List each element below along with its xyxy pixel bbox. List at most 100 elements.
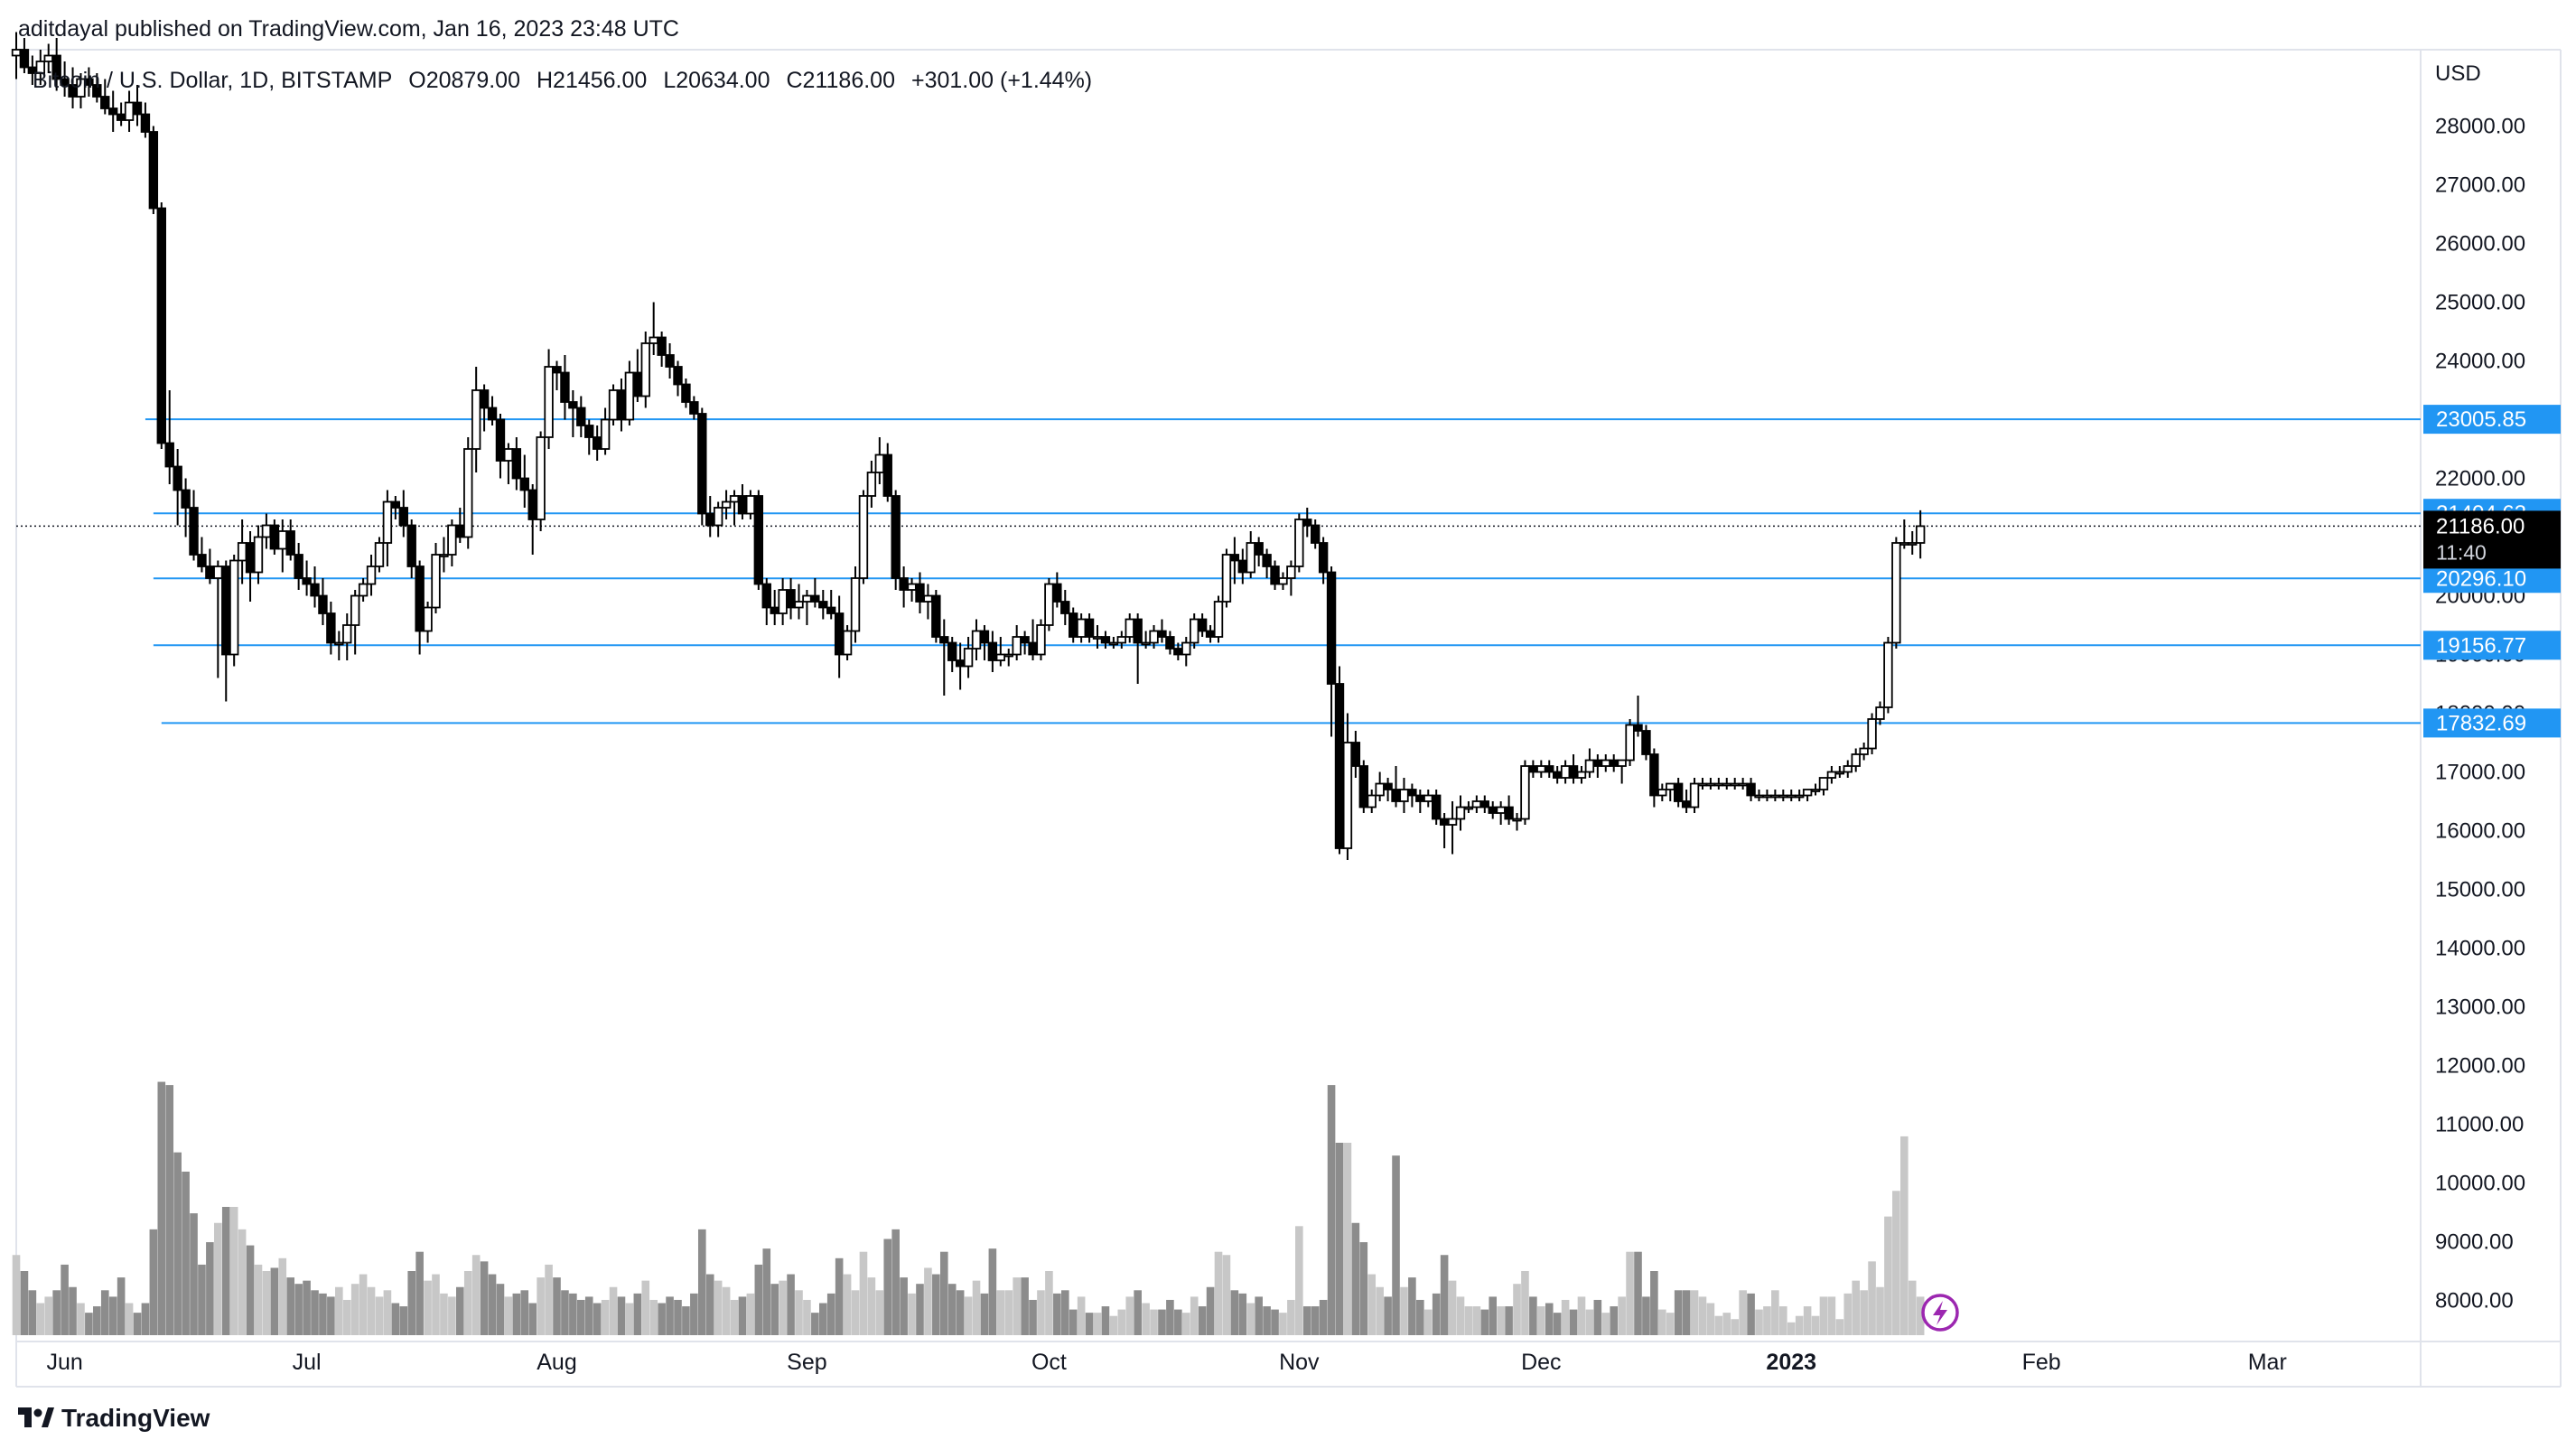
volume-bar [375,1296,384,1335]
candle [753,490,764,590]
volume-bar [238,1229,247,1335]
candle [1560,760,1571,784]
candle [721,490,732,519]
candle [1246,531,1255,578]
candle [1310,519,1321,549]
volume-bar [609,1286,618,1335]
candle [689,396,699,420]
candle [423,602,433,643]
volume-bar [1787,1322,1796,1335]
candle [1116,631,1127,649]
volume-bar [311,1290,319,1335]
volume-bar [1577,1296,1586,1335]
tradingview-logo[interactable]: TradingView [18,1404,210,1432]
volume-bar [924,1267,932,1335]
candle [697,407,707,526]
volume-bar [1158,1309,1166,1335]
candle [882,443,892,502]
volume-bar [229,1207,238,1335]
volume-bar [553,1277,561,1335]
candle [624,360,635,425]
candle [1504,795,1514,825]
candle [552,360,562,390]
volume-bar [488,1274,497,1335]
candle [600,407,611,455]
candle [1221,548,1232,608]
candle [431,543,441,613]
volume-bar [779,1280,787,1335]
candle [487,396,498,425]
candle [778,578,788,625]
candle [1705,778,1716,790]
volume-bar [1230,1290,1239,1335]
volume-bar [1448,1280,1457,1335]
y-tick-label: 28000.00 [2435,115,2525,139]
candle [560,355,570,420]
x-tick-label: Mar [2248,1350,2287,1375]
candle [576,396,586,437]
candle [342,613,352,660]
candle [1762,790,1772,801]
volume-bar [851,1290,860,1335]
volume-bar [399,1306,408,1335]
candle [173,449,182,526]
volume-bar [1876,1286,1884,1335]
volume-bar [1714,1315,1723,1335]
candle [1197,613,1208,637]
volume-bar [939,1251,948,1335]
candle [1697,778,1708,790]
volume-bar [649,1299,658,1335]
volume-bar [12,1255,21,1335]
volume-bar [1843,1293,1853,1335]
candle [60,61,70,97]
volume-bar [1513,1284,1521,1335]
candle [1787,790,1797,801]
brand-name: TradingView [61,1404,210,1432]
publish-line: aditdayal published on TradingView.com, … [18,16,679,42]
y-tick-label: 11000.00 [2435,1113,2524,1137]
candle [1584,748,1595,778]
level-price-badge: 20296.10 [2423,564,2561,594]
candle [1399,778,1409,813]
volume-bar [1142,1303,1150,1335]
volume-bar [61,1264,69,1335]
horizontal-levels[interactable] [16,418,2421,724]
volume-bar [319,1293,327,1335]
volume-bar [1835,1319,1844,1335]
candle [1302,508,1312,538]
volume-bar [440,1293,448,1335]
volume-bar [1585,1309,1594,1335]
legend-low: L20634.00 [663,68,770,93]
candle [310,566,320,608]
candle [1286,560,1296,596]
volume-bar [424,1280,432,1335]
volume-bar [262,1271,271,1335]
volume-bar [1795,1315,1804,1335]
volume-bar [617,1296,626,1335]
volume-bar [206,1242,214,1335]
volume-bar [448,1296,456,1335]
candle [826,590,836,620]
candle [1190,613,1199,649]
volume-bar [818,1303,827,1335]
candle [92,73,102,103]
volume-bar [1674,1290,1683,1335]
candle [374,537,385,573]
volume-bar [932,1274,940,1335]
volume-bar [28,1290,37,1335]
volume-bar [1117,1309,1126,1335]
volume-bar [577,1299,585,1335]
candle [116,102,126,126]
candle [1713,778,1724,790]
candle [1867,713,1877,754]
candle [955,642,966,690]
candle [1367,790,1377,813]
volume-bar [327,1296,335,1335]
candle [1205,625,1216,643]
time-axis[interactable]: Jun Jul Aug Sep Oct Nov Dec 2023 Feb Mar [46,1350,2286,1375]
candle [1044,578,1054,631]
lightning-icon[interactable] [1921,1294,1959,1332]
candle [842,625,853,660]
legend-high: H21456.00 [537,68,647,93]
volume-bar [714,1280,723,1335]
